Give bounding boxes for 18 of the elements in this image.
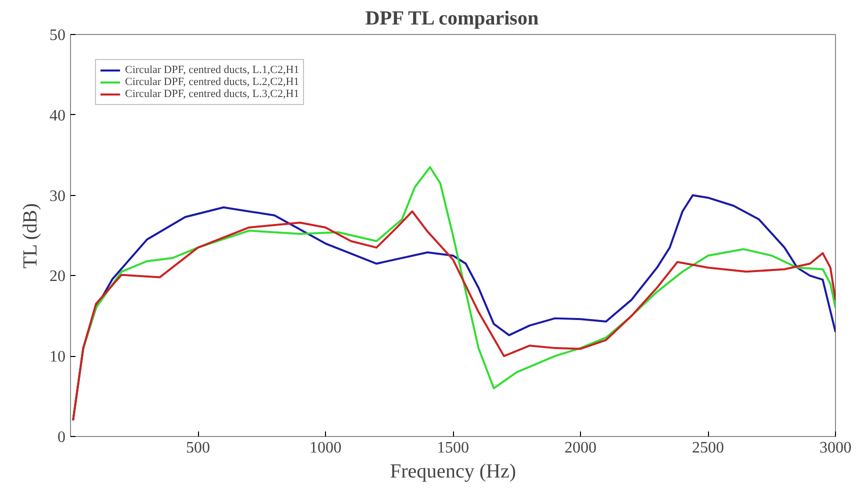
y-tick-label: 10	[50, 348, 66, 366]
chart-title: DPF TL comparison	[365, 8, 539, 30]
y-tick-label: 30	[50, 188, 66, 205]
y-tick-label: 20	[50, 268, 66, 286]
y-tick-label: 40	[50, 107, 66, 124]
y-tick-label: 50	[50, 27, 66, 44]
x-tick-label: 1500	[437, 440, 469, 456]
x-tick-label: 500	[186, 440, 210, 456]
x-tick-label: 2500	[692, 440, 724, 456]
x-axis-title: Frequency (Hz)	[390, 460, 516, 482]
legend-label: Circular DPF, centred ducts, L.2,C2,H1	[125, 76, 300, 88]
x-tick-label: 2000	[564, 440, 596, 456]
x-tick-label: 3000	[820, 440, 852, 456]
x-tick-label: 1000	[310, 440, 342, 456]
y-tick-label: 0	[58, 429, 66, 446]
y-axis-title: TL (dB)	[20, 203, 42, 269]
legend-label: Circular DPF, centred ducts, L.3,C2,H1	[125, 88, 300, 100]
legend-label: Circular DPF, centred ducts, L.1,C2,H1	[125, 64, 300, 76]
